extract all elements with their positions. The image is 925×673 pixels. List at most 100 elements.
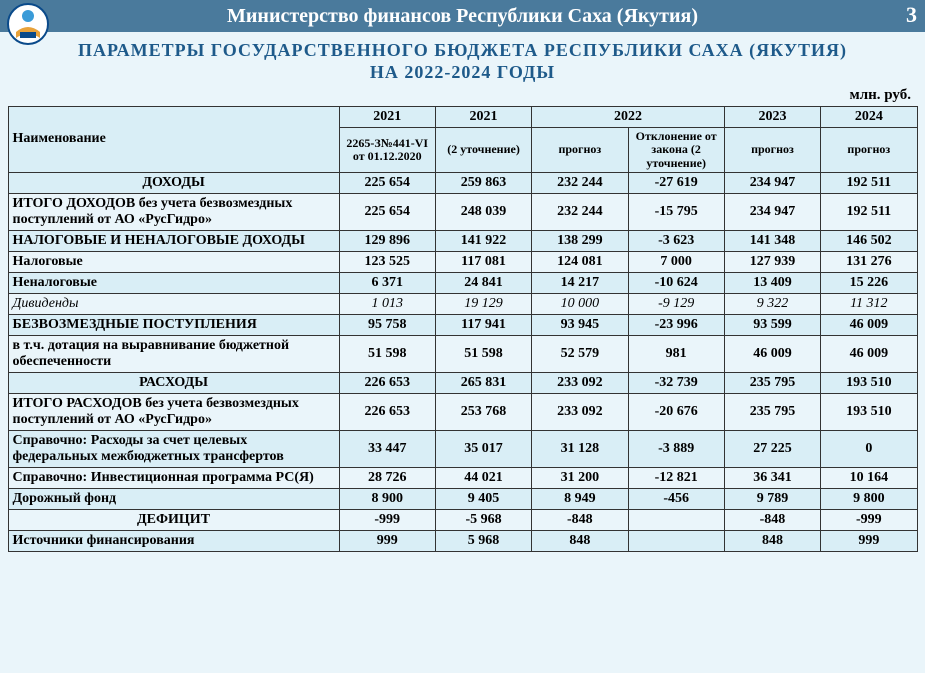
cell-value: 127 939 xyxy=(724,251,820,272)
cell-value: 1 013 xyxy=(339,293,435,314)
table-row: Дорожный фонд8 9009 4058 949-4569 7899 8… xyxy=(8,488,917,509)
sub-2022b: Отклонение от закона (2 уточнение) xyxy=(628,128,724,173)
cell-value: 848 xyxy=(724,530,820,551)
cell-value: -15 795 xyxy=(628,193,724,230)
cell-value: 226 653 xyxy=(339,372,435,393)
cell-value: 44 021 xyxy=(435,467,531,488)
cell-value: 193 510 xyxy=(821,372,917,393)
sub-2024: прогноз xyxy=(821,128,917,173)
cell-value: 117 081 xyxy=(435,251,531,272)
cell-value: 27 225 xyxy=(724,430,820,467)
cell-value: 141 348 xyxy=(724,230,820,251)
cell-value: -12 821 xyxy=(628,467,724,488)
cell-value: 7 000 xyxy=(628,251,724,272)
cell-value: 28 726 xyxy=(339,467,435,488)
cell-value: 193 510 xyxy=(821,393,917,430)
page-title: ПАРАМЕТРЫ ГОСУДАРСТВЕННОГО БЮДЖЕТА РЕСПУ… xyxy=(0,40,925,83)
cell-value: 9 322 xyxy=(724,293,820,314)
cell-value: 6 371 xyxy=(339,272,435,293)
header-bar: Министерство финансов Республики Саха (Я… xyxy=(0,0,925,32)
table-row: в т.ч. дотация на выравнивание бюджетной… xyxy=(8,335,917,372)
sub-2021a: 2265-З№441-VI от 01.12.2020 xyxy=(339,128,435,173)
cell-value: 131 276 xyxy=(821,251,917,272)
cell-value xyxy=(628,509,724,530)
table-row: ДЕФИЦИТ-999-5 968-848-848-999 xyxy=(8,509,917,530)
ministry-title: Министерство финансов Республики Саха (Я… xyxy=(227,5,698,28)
row-name: Справочно: Инвестиционная программа РС(Я… xyxy=(8,467,339,488)
col-2024: 2024 xyxy=(821,107,917,128)
cell-value: -23 996 xyxy=(628,314,724,335)
title-line-1: ПАРАМЕТРЫ ГОСУДАРСТВЕННОГО БЮДЖЕТА РЕСПУ… xyxy=(78,40,847,60)
cell-value: 138 299 xyxy=(532,230,628,251)
cell-value: -20 676 xyxy=(628,393,724,430)
cell-value: 46 009 xyxy=(821,314,917,335)
cell-value: 8 900 xyxy=(339,488,435,509)
cell-value: 146 502 xyxy=(821,230,917,251)
cell-value: -9 129 xyxy=(628,293,724,314)
cell-value: 123 525 xyxy=(339,251,435,272)
cell-value: -848 xyxy=(724,509,820,530)
table-row: ИТОГО ДОХОДОВ без учета безвозмездных по… xyxy=(8,193,917,230)
row-name: ИТОГО ДОХОДОВ без учета безвозмездных по… xyxy=(8,193,339,230)
table-row: ИТОГО РАСХОДОВ без учета безвозмездных п… xyxy=(8,393,917,430)
table-row: БЕЗВОЗМЕЗДНЫЕ ПОСТУПЛЕНИЯ95 758117 94193… xyxy=(8,314,917,335)
sub-2023: прогноз xyxy=(724,128,820,173)
cell-value: 46 009 xyxy=(821,335,917,372)
cell-value: -456 xyxy=(628,488,724,509)
row-name: РАСХОДЫ xyxy=(8,372,339,393)
cell-value: 9 405 xyxy=(435,488,531,509)
col-2023: 2023 xyxy=(724,107,820,128)
row-name: Неналоговые xyxy=(8,272,339,293)
cell-value: 235 795 xyxy=(724,393,820,430)
cell-value: 981 xyxy=(628,335,724,372)
cell-value: 35 017 xyxy=(435,430,531,467)
cell-value: 117 941 xyxy=(435,314,531,335)
cell-value: 10 000 xyxy=(532,293,628,314)
row-name: ДОХОДЫ xyxy=(8,172,339,193)
table-row: Справочно: Инвестиционная программа РС(Я… xyxy=(8,467,917,488)
cell-value: -3 623 xyxy=(628,230,724,251)
cell-value: 95 758 xyxy=(339,314,435,335)
row-name: ДЕФИЦИТ xyxy=(8,509,339,530)
cell-value: 259 863 xyxy=(435,172,531,193)
cell-value: 51 598 xyxy=(435,335,531,372)
table-header: Наименование 2021 2021 2022 2023 2024 22… xyxy=(8,107,917,173)
cell-value xyxy=(628,530,724,551)
cell-value: 848 xyxy=(532,530,628,551)
cell-value: -999 xyxy=(821,509,917,530)
col-2021a: 2021 xyxy=(339,107,435,128)
cell-value: 52 579 xyxy=(532,335,628,372)
cell-value: -3 889 xyxy=(628,430,724,467)
row-name: Дивиденды xyxy=(8,293,339,314)
cell-value: 11 312 xyxy=(821,293,917,314)
cell-value: -27 619 xyxy=(628,172,724,193)
cell-value: -999 xyxy=(339,509,435,530)
cell-value: -5 968 xyxy=(435,509,531,530)
cell-value: 192 511 xyxy=(821,172,917,193)
cell-value: 232 244 xyxy=(532,172,628,193)
row-name: Налоговые xyxy=(8,251,339,272)
cell-value: 93 599 xyxy=(724,314,820,335)
cell-value: 192 511 xyxy=(821,193,917,230)
title-line-2: НА 2022-2024 ГОДЫ xyxy=(370,62,555,82)
unit-label: млн. руб. xyxy=(0,87,925,104)
row-name: Источники финансирования xyxy=(8,530,339,551)
table-row: ДОХОДЫ225 654259 863232 244-27 619234 94… xyxy=(8,172,917,193)
row-name: ИТОГО РАСХОДОВ без учета безвозмездных п… xyxy=(8,393,339,430)
col-2022: 2022 xyxy=(532,107,725,128)
cell-value: 141 922 xyxy=(435,230,531,251)
table-row: НАЛОГОВЫЕ И НЕНАЛОГОВЫЕ ДОХОДЫ129 896141… xyxy=(8,230,917,251)
cell-value: 46 009 xyxy=(724,335,820,372)
cell-value: 124 081 xyxy=(532,251,628,272)
cell-value: 248 039 xyxy=(435,193,531,230)
row-name: Дорожный фонд xyxy=(8,488,339,509)
cell-value: 9 800 xyxy=(821,488,917,509)
cell-value: -848 xyxy=(532,509,628,530)
cell-value: 93 945 xyxy=(532,314,628,335)
col-2021b: 2021 xyxy=(435,107,531,128)
cell-value: 232 244 xyxy=(532,193,628,230)
cell-value: 51 598 xyxy=(339,335,435,372)
table-row: Источники финансирования9995 96884884899… xyxy=(8,530,917,551)
row-name: НАЛОГОВЫЕ И НЕНАЛОГОВЫЕ ДОХОДЫ xyxy=(8,230,339,251)
table-body: ДОХОДЫ225 654259 863232 244-27 619234 94… xyxy=(8,172,917,551)
